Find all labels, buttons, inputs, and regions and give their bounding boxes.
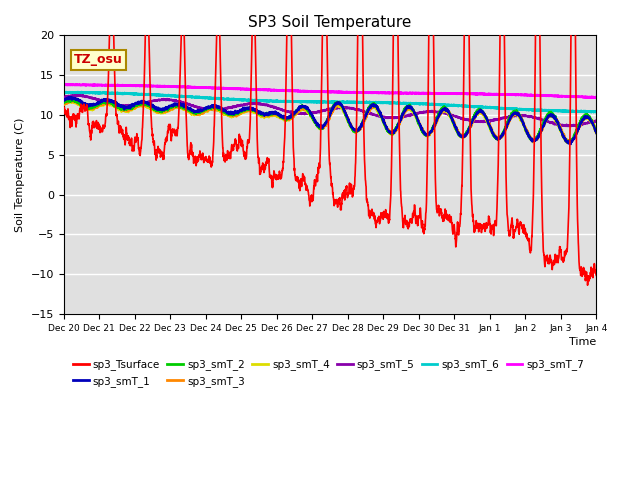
Legend: sp3_Tsurface, sp3_smT_1, sp3_smT_2, sp3_smT_3, sp3_smT_4, sp3_smT_5, sp3_smT_6, : sp3_Tsurface, sp3_smT_1, sp3_smT_2, sp3_…	[69, 355, 588, 391]
Text: Time: Time	[569, 336, 596, 347]
Text: TZ_osu: TZ_osu	[74, 53, 123, 66]
Title: SP3 Soil Temperature: SP3 Soil Temperature	[248, 15, 412, 30]
Y-axis label: Soil Temperature (C): Soil Temperature (C)	[15, 118, 25, 232]
